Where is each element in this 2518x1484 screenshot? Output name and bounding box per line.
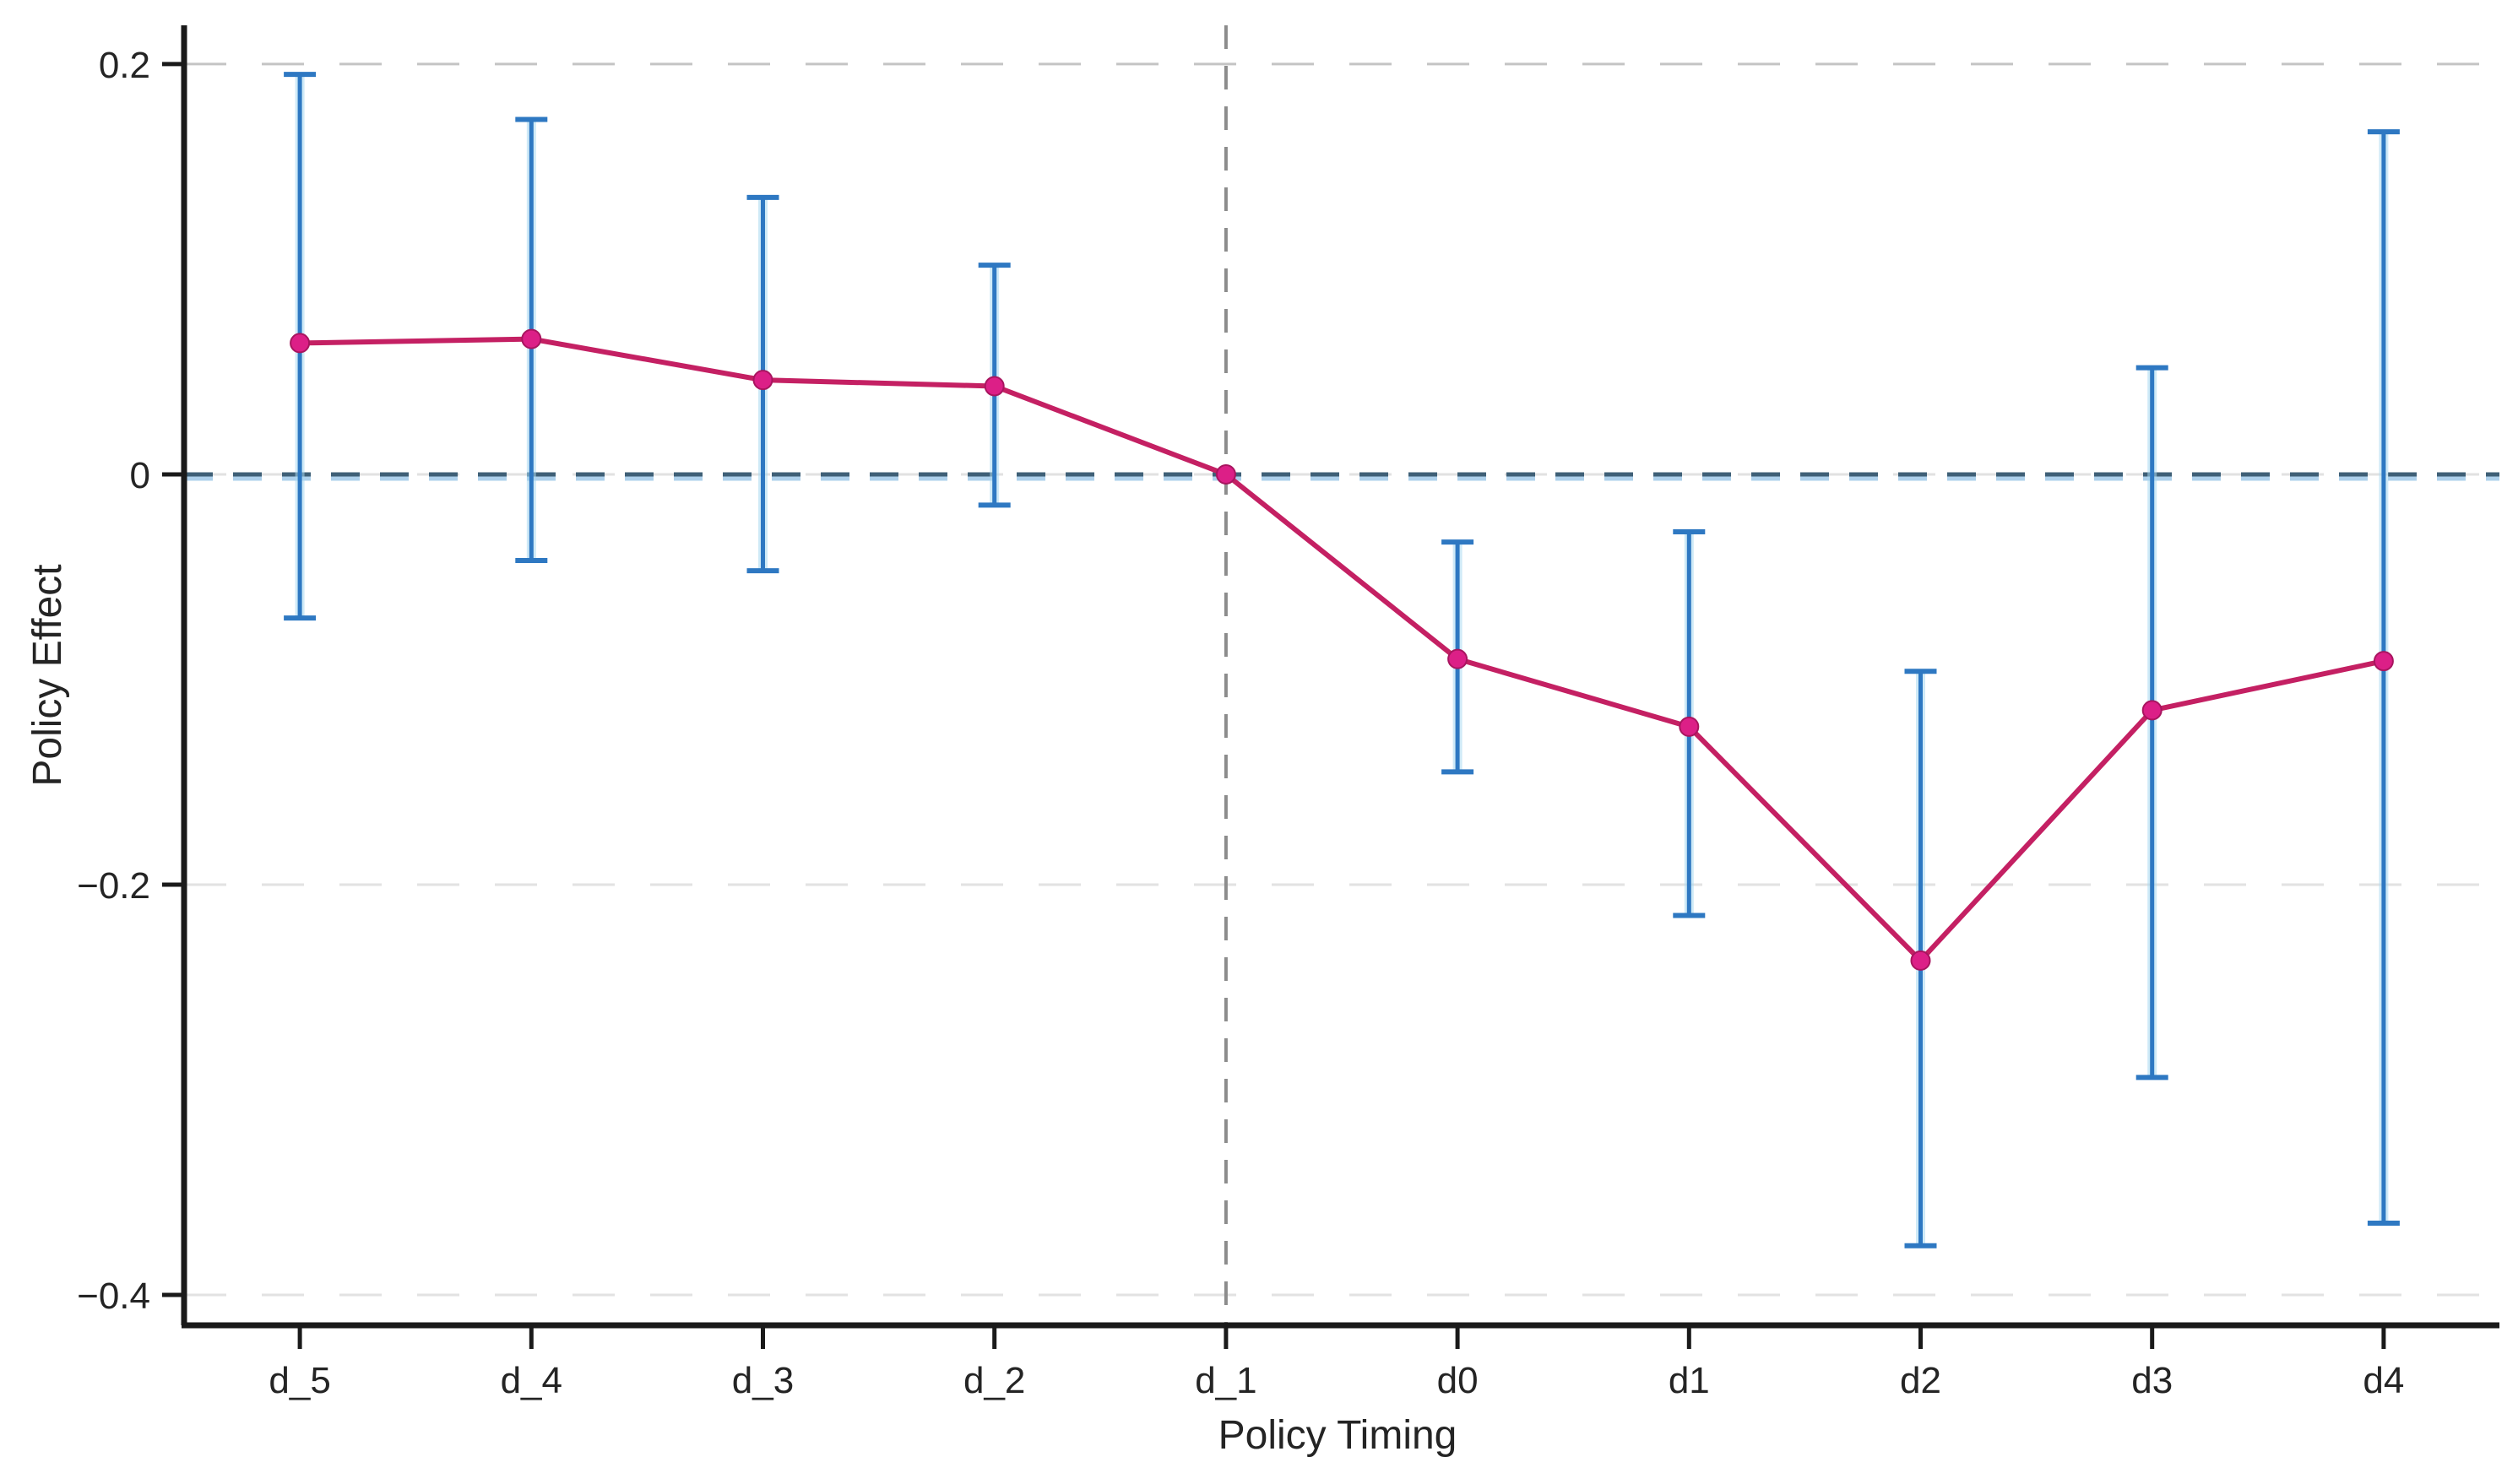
data-point-marker <box>1447 648 1468 669</box>
y-tick-label: −0.4 <box>77 1275 150 1317</box>
data-point-marker <box>521 328 542 349</box>
data-point-marker <box>1215 463 1236 485</box>
reference-lines <box>184 25 2499 1325</box>
y-tick-label: 0.2 <box>99 45 150 86</box>
x-tick-label: d_1 <box>1195 1360 1256 1401</box>
x-tick-label: d2 <box>1900 1360 1941 1401</box>
data-point-marker <box>1910 950 1931 971</box>
data-point-marker <box>984 376 1005 397</box>
x-tick-label: d0 <box>1437 1360 1479 1401</box>
data-point-marker <box>752 370 773 391</box>
y-axis-title: Policy Effect <box>25 564 70 786</box>
y-tick-label: 0 <box>130 455 150 496</box>
data-point-marker <box>290 333 311 354</box>
x-tick-label: d4 <box>2363 1360 2404 1401</box>
data-point-marker <box>1679 716 1700 737</box>
x-tick-label: d_3 <box>732 1360 794 1401</box>
error-bar <box>2367 129 2400 1226</box>
x-tick-label: d_2 <box>963 1360 1025 1401</box>
x-tick-label: d1 <box>1669 1360 1710 1401</box>
tick-marks-and-labels: 0.2 0 −0.2 −0.4 d_5 d_4 d_3 d_2 d_1 d0 d1 d2 d3 d4 <box>77 45 2404 1401</box>
x-tick-label: d_4 <box>501 1360 562 1401</box>
axes <box>181 25 2499 1329</box>
x-axis-title: Policy Timing <box>1218 1413 1457 1458</box>
data-point-marker <box>2141 700 2163 721</box>
series-line-and-markers <box>290 328 2394 971</box>
x-tick-label: d_5 <box>269 1360 330 1401</box>
x-tick-label: d3 <box>2131 1360 2173 1401</box>
error-bar <box>2135 365 2168 1081</box>
error-bars <box>284 72 2400 1248</box>
series-line <box>300 336 2385 963</box>
y-tick-label: −0.2 <box>77 865 150 907</box>
data-point-marker <box>2373 651 2394 672</box>
